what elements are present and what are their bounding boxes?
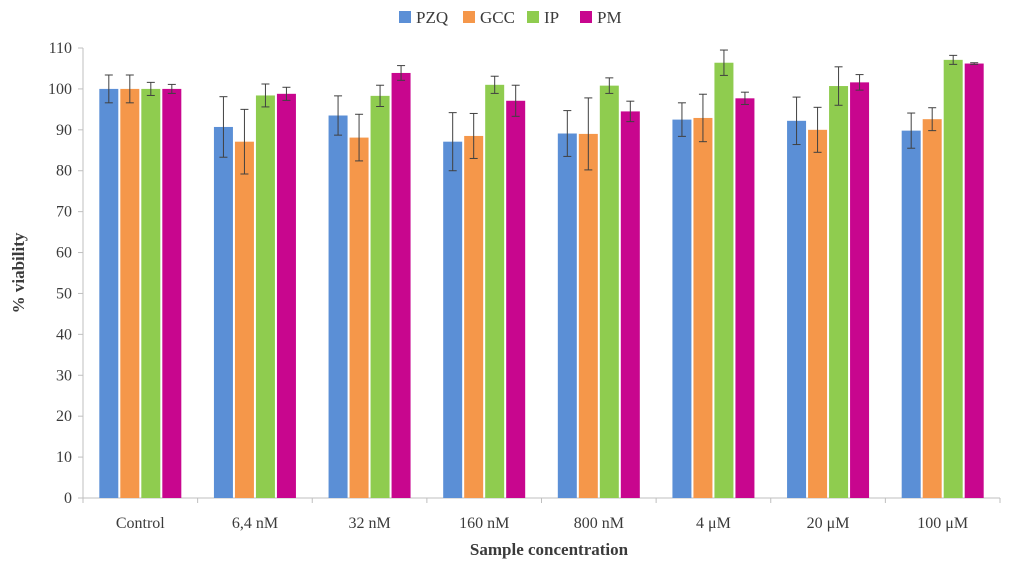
- bar: [349, 137, 369, 498]
- bar: [141, 88, 161, 498]
- y-tick-label: 0: [64, 490, 72, 507]
- bar: [328, 115, 348, 498]
- y-axis-title: % viability: [9, 232, 28, 313]
- bar: [255, 95, 275, 499]
- bar: [714, 62, 734, 499]
- bar: [276, 93, 296, 499]
- bar: [599, 85, 619, 499]
- bars-group: [99, 49, 984, 499]
- y-tick-label: 40: [56, 326, 72, 343]
- y-tick-label: 90: [56, 122, 72, 139]
- bar: [943, 59, 963, 498]
- y-axis: 0 10 20 30 40 50 60 70 80 90 100 110: [48, 40, 84, 507]
- legend-swatch: [463, 11, 475, 23]
- bar: [370, 95, 390, 498]
- x-axis: Control 6,4 nM 32 nM 160 nM 800 nM 4 μM 20 μM 1…: [82, 497, 1001, 532]
- legend-swatch: [527, 11, 539, 23]
- x-tick-label: 4 μM: [696, 515, 731, 532]
- bar: [735, 98, 755, 499]
- x-axis-title: Sample concentration: [470, 540, 629, 559]
- x-tick-label: 6,4 nM: [232, 515, 278, 532]
- bar: [443, 141, 463, 498]
- bar: [672, 119, 692, 498]
- legend-label: GCC: [480, 8, 515, 27]
- bar: [120, 88, 140, 498]
- bar: [99, 88, 119, 498]
- bar: [922, 119, 942, 498]
- x-tick-label: 160 nM: [459, 515, 509, 532]
- x-tick-label: 20 μM: [807, 515, 850, 532]
- x-tick-label: 32 nM: [348, 515, 390, 532]
- bar: [693, 117, 713, 499]
- legend-label: PZQ: [416, 8, 448, 27]
- bar: [901, 130, 921, 499]
- bar: [213, 126, 233, 499]
- legend-swatch: [580, 11, 592, 23]
- y-tick-label: 80: [56, 163, 72, 180]
- bar: [391, 72, 411, 499]
- y-tick-label: 110: [49, 40, 72, 57]
- y-tick-label: 10: [56, 449, 72, 466]
- bar: [620, 111, 640, 498]
- y-tick-label: 60: [56, 245, 72, 262]
- y-tick-label: 30: [56, 367, 72, 384]
- x-tick-label: 100 μM: [917, 515, 968, 532]
- bar: [578, 133, 598, 498]
- legend-swatch: [399, 11, 411, 23]
- y-tick-label: 70: [56, 204, 72, 221]
- x-tick-label: Control: [116, 515, 165, 532]
- bar: [234, 141, 254, 498]
- bar: [464, 135, 484, 499]
- bar: [964, 63, 984, 498]
- y-tick-label: 100: [48, 81, 72, 98]
- bar: [485, 84, 505, 499]
- bar: [808, 129, 828, 498]
- bar: [162, 88, 182, 498]
- legend: PZQ GCC IP PM: [399, 8, 622, 27]
- x-tick-label: 800 nM: [574, 515, 624, 532]
- bar: [850, 82, 870, 498]
- y-tick-label: 20: [56, 408, 72, 425]
- legend-label: IP: [544, 8, 559, 27]
- y-tick-label: 50: [56, 285, 72, 302]
- bar: [557, 133, 577, 498]
- bar: [787, 120, 807, 499]
- bar: [829, 86, 849, 498]
- legend-label: PM: [597, 8, 622, 27]
- bar: [506, 100, 526, 498]
